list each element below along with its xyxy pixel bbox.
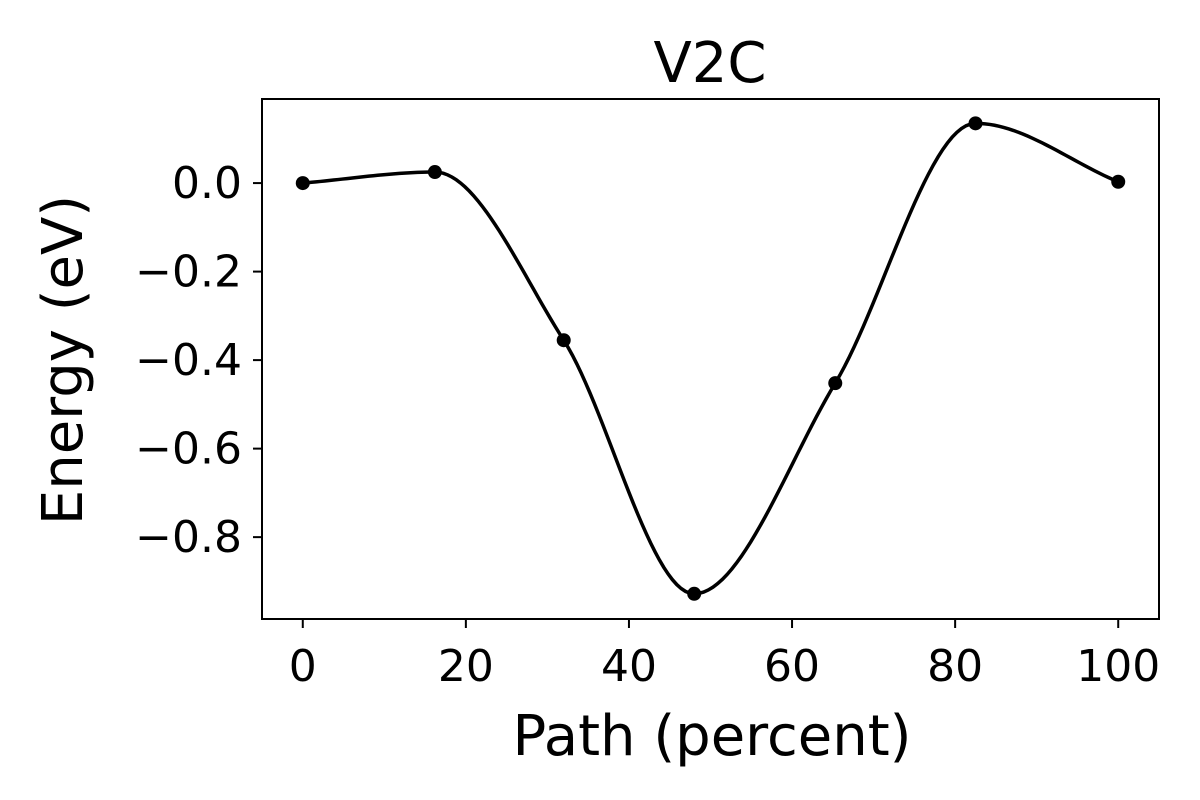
y-tick-label: −0.2 <box>135 247 242 298</box>
y-tick-label: −0.6 <box>135 424 242 475</box>
x-tick-label: 0 <box>289 641 317 692</box>
energy-curve <box>302 121 1119 596</box>
data-point <box>828 376 843 391</box>
x-tick-label: 100 <box>1076 641 1160 692</box>
data-point <box>687 586 702 601</box>
y-axis-label: Energy (eV) <box>31 195 96 525</box>
data-point <box>427 165 442 180</box>
plot-area: 0 20 40 60 80 100 0.0 −0.2 −0.4 −0.6 −0.8 <box>135 98 1160 692</box>
data-point <box>556 333 571 348</box>
x-axis-label: Path (percent) <box>513 704 912 769</box>
x-tick-label: 60 <box>764 641 820 692</box>
chart-title: V2C <box>653 31 766 96</box>
y-tick-label: −0.4 <box>135 335 242 386</box>
axes-frame <box>261 98 1160 620</box>
data-point <box>295 176 310 191</box>
x-tick-label: 80 <box>927 641 983 692</box>
y-tick-label: −0.8 <box>135 512 242 563</box>
data-point <box>968 116 983 131</box>
x-tick-label: 40 <box>601 641 657 692</box>
x-tick-label: 20 <box>438 641 494 692</box>
y-tick-label: 0.0 <box>172 158 242 209</box>
data-point <box>1111 174 1126 189</box>
